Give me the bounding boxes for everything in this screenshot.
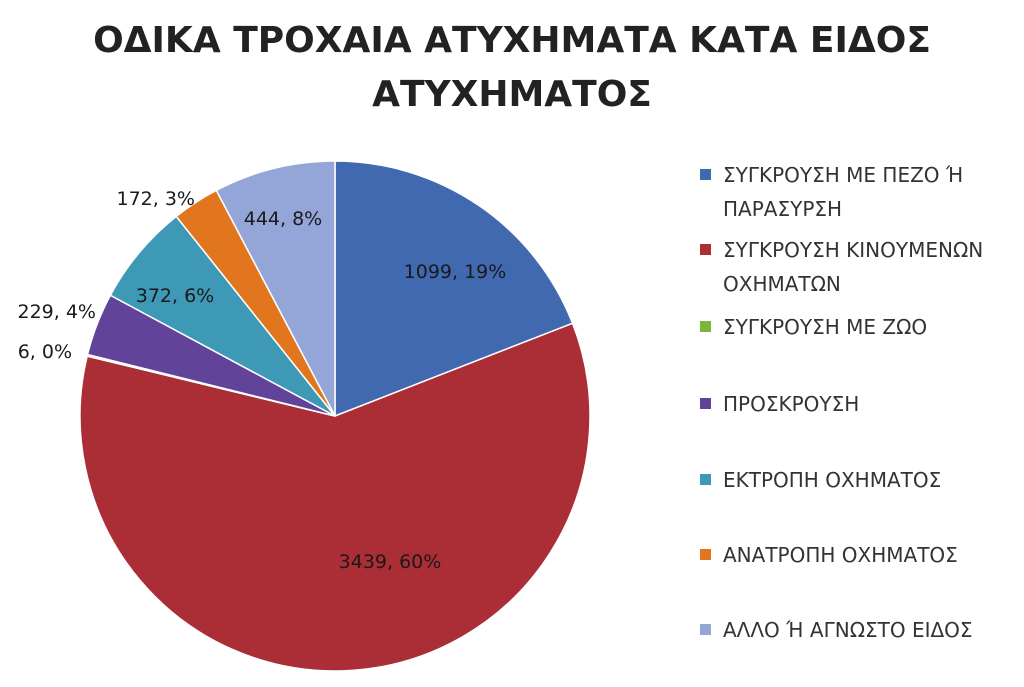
legend-swatch-3 — [700, 398, 711, 409]
data-label-0: 1099, 19% — [404, 261, 507, 283]
legend-label-4: ΕΚΤΡΟΠΗ ΟΧΗΜΑΤΟΣ — [723, 468, 942, 492]
legend-item-5: ΑΝΑΤΡΟΠΗ ΟΧΗΜΑΤΟΣ — [700, 538, 1020, 572]
data-label-3: 229, 4% — [18, 301, 97, 323]
data-label-6: 444, 8% — [244, 208, 323, 230]
legend-swatch-2 — [700, 321, 711, 332]
legend-item-1: ΣΥΓΚΡΟΥΣΗ ΚΙΝΟΥΜΕΝΩΝ ΟΧΗΜΑΤΩΝ — [700, 233, 1020, 301]
legend-item-3: ΠΡΟΣΚΡΟΥΣΗ — [700, 387, 1020, 421]
pie-slice-6 — [215, 160, 336, 417]
pie-slice-1 — [79, 322, 591, 672]
chart-title-line-2: ΑΤΥΧΗΜΑΤΟΣ — [372, 74, 652, 115]
legend-label-1: ΣΥΓΚΡΟΥΣΗ ΚΙΝΟΥΜΕΝΩΝ ΟΧΗΜΑΤΩΝ — [723, 238, 984, 296]
chart-title: ΟΔΙΚΑ ΤΡΟΧΑΙΑ ΑΤΥΧΗΜΑΤΑ ΚΑΤΑ ΕΙΔΟΣ ΑΤΥΧΗ… — [0, 14, 1024, 122]
chart-title-line-1: ΟΔΙΚΑ ΤΡΟΧΑΙΑ ΑΤΥΧΗΜΑΤΑ ΚΑΤΑ ΕΙΔΟΣ — [93, 20, 931, 61]
legend-label-0: ΣΥΓΚΡΟΥΣΗ ΜΕ ΠΕΖΟ Ή ΠΑΡΑΣΥΡΣΗ — [723, 163, 964, 221]
data-label-1: 3439, 60% — [339, 551, 442, 573]
legend-swatch-6 — [700, 624, 711, 635]
legend-swatch-0 — [700, 169, 711, 180]
data-label-2: 6, 0% — [18, 341, 72, 363]
legend-item-0: ΣΥΓΚΡΟΥΣΗ ΜΕ ΠΕΖΟ Ή ΠΑΡΑΣΥΡΣΗ — [700, 158, 1020, 226]
legend-swatch-5 — [700, 549, 711, 560]
data-label-5: 172, 3% — [117, 188, 196, 210]
legend-swatch-1 — [700, 244, 711, 255]
legend-item-4: ΕΚΤΡΟΠΗ ΟΧΗΜΑΤΟΣ — [700, 463, 1020, 497]
pie-slice-0 — [334, 160, 574, 417]
data-label-4: 372, 6% — [136, 285, 215, 307]
legend-label-2: ΣΥΓΚΡΟΥΣΗ ΜΕ ΖΩΟ — [723, 315, 928, 339]
legend-item-2: ΣΥΓΚΡΟΥΣΗ ΜΕ ΖΩΟ — [700, 310, 1020, 344]
legend-item-6: ΑΛΛΟ Ή ΑΓΝΩΣΤΟ ΕΙΔΟΣ — [700, 613, 1020, 647]
legend-swatch-4 — [700, 474, 711, 485]
legend-label-3: ΠΡΟΣΚΡΟΥΣΗ — [723, 392, 860, 416]
legend-label-6: ΑΛΛΟ Ή ΑΓΝΩΣΤΟ ΕΙΔΟΣ — [723, 618, 973, 642]
legend-label-5: ΑΝΑΤΡΟΠΗ ΟΧΗΜΑΤΟΣ — [723, 543, 958, 567]
